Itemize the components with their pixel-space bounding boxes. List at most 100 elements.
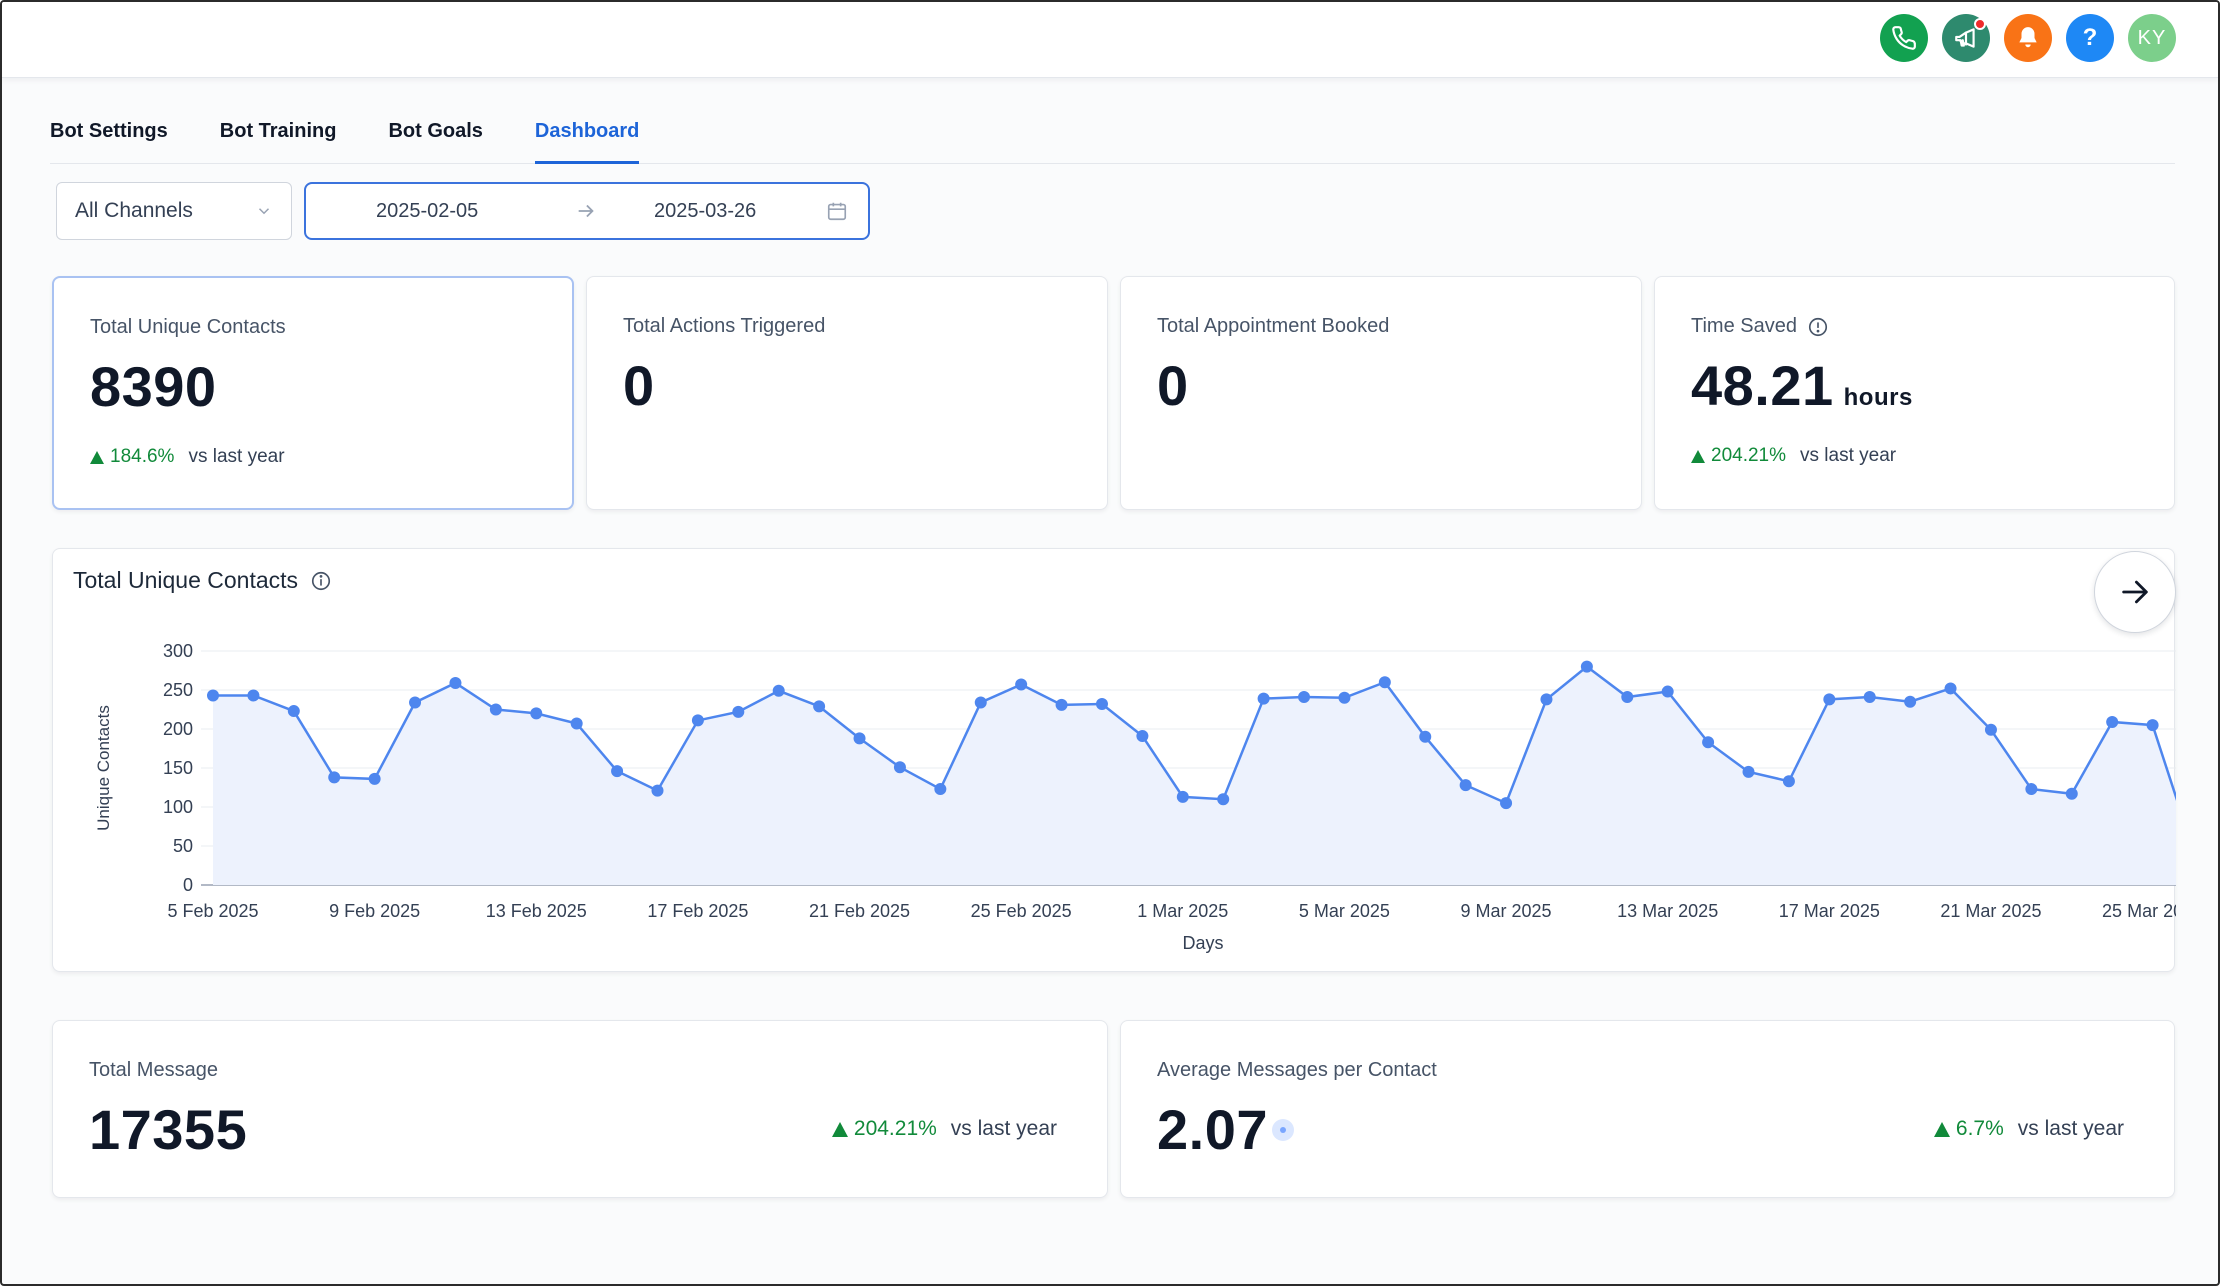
x-tick-label: 17 Mar 2025 [1779,901,1880,921]
stat-trend: 204.21% vs last year [1691,445,1896,467]
info-icon[interactable] [1807,316,1829,338]
data-point [1580,660,1593,673]
header-actions: ? KY [1880,14,2176,62]
phone-icon [1892,26,1916,50]
x-tick-label: 5 Feb 2025 [167,901,258,921]
data-point [1298,691,1311,704]
x-tick-label: 25 Mar 2025 [2102,901,2176,921]
stat-label: Total Unique Contacts [90,316,286,338]
data-point [570,717,583,730]
stat-card-total-message[interactable]: Total Message 17355 204.21% vs last year [52,1020,1108,1198]
info-icon[interactable] [310,570,332,592]
trend-suffix: vs last year [1800,445,1897,466]
data-point [853,732,866,745]
sparkle-icon[interactable] [1272,1119,1294,1142]
trend-up-value: 6.7% [1934,1117,2004,1141]
data-point [1863,691,1876,704]
stat-label: Total Message [89,1059,218,1081]
data-point [1944,682,1957,695]
data-point [247,689,260,702]
stat-label: Average Messages per Contact [1157,1059,1437,1081]
data-point [2065,787,2078,800]
data-point [1176,790,1189,803]
data-point [974,696,987,709]
stat-value: 0 [623,354,655,417]
unique-contacts-chart-card: 0 50 100 150 200 250 300 5 Feb 2025 9 Feb 2025 13… [52,548,2176,972]
stat-card-avg-messages[interactable]: Average Messages per Contact 2.07 6.7% v… [1120,1020,2175,1198]
bell-icon [2019,27,2037,48]
data-point [1984,723,1997,736]
y-tick-label: 100 [163,797,193,817]
data-point [2025,783,2038,796]
x-axis-label: Days [1182,933,1223,953]
data-point [1338,691,1351,704]
filter-bar: All Channels 2025-02-05 2025-03-26 [56,182,870,240]
channel-select[interactable]: All Channels [56,182,292,240]
megaphone-icon [1955,28,1975,48]
date-range-picker[interactable]: 2025-02-05 2025-03-26 [304,182,870,240]
announcements-button[interactable] [1942,14,1990,62]
tab-dashboard[interactable]: Dashboard [534,120,640,164]
trend-suffix: vs last year [2017,1117,2124,1140]
stat-label: Total Appointment Booked [1157,315,1390,337]
stat-card-time-saved[interactable]: Time Saved 48.21 hours 204.21% vs last ye… [1654,276,2175,510]
x-tick-label: 13 Feb 2025 [486,901,587,921]
data-point [207,689,219,702]
main-content: Bot Settings Bot Training Bot Goals Dash… [50,78,2176,1278]
x-tick-label: 13 Mar 2025 [1617,901,1718,921]
stat-card-actions-triggered[interactable]: Total Actions Triggered 0 [586,276,1108,510]
data-point [1823,693,1836,706]
y-tick-label: 250 [163,680,193,700]
data-point [1459,779,1472,792]
arrow-right-icon [2122,580,2148,604]
line-chart: 0 50 100 150 200 250 300 5 Feb 2025 9 Feb 2025 13… [94,641,2176,953]
y-tick-label: 0 [183,875,193,895]
data-point [651,784,664,797]
stat-label-row: Time Saved [1691,315,1829,338]
y-tick-label: 50 [173,836,193,856]
data-point [489,703,502,716]
x-tick-label: 21 Mar 2025 [1940,901,2041,921]
stat-unit: hours [1843,384,1913,411]
chevron-down-icon [258,208,270,215]
stat-label: Total Actions Triggered [623,315,826,337]
tab-bot-training[interactable]: Bot Training [219,120,337,142]
trend-suffix: vs last year [950,1117,1057,1140]
data-point [1419,730,1432,743]
x-tick-label: 5 Mar 2025 [1299,901,1390,921]
stat-trend: 6.7% vs last year [1934,1117,2124,1141]
stat-value-row: 2.07 [1157,1097,1294,1162]
data-point [1661,685,1674,698]
data-point [1257,692,1270,705]
data-point [893,761,906,774]
top-header: ? KY [2,2,2218,78]
help-button[interactable]: ? [2066,14,2114,62]
data-point [1500,797,1513,810]
notification-dot [1974,18,1986,30]
data-point [1095,698,1108,711]
stat-card-unique-contacts[interactable]: Total Unique Contacts 8390 184.6% vs las… [52,276,574,510]
stat-value: 17355 [89,1098,248,1161]
notifications-button[interactable] [2004,14,2052,62]
help-icon: ? [2082,24,2098,51]
tab-bot-goals[interactable]: Bot Goals [388,120,483,142]
phone-button[interactable] [1880,14,1928,62]
y-tick-label: 150 [163,758,193,778]
trend-suffix: vs last year [188,446,285,467]
calendar-icon[interactable] [826,200,848,222]
data-point [2146,719,2159,732]
stat-card-appointments-booked[interactable]: Total Appointment Booked 0 [1120,276,1642,510]
data-point [1217,793,1230,806]
y-tick-label: 300 [163,641,193,661]
chart-details-button[interactable] [2094,551,2176,633]
tab-bot-settings[interactable]: Bot Settings [50,120,168,142]
stat-trend: 184.6% vs last year [90,446,285,468]
start-date-input[interactable]: 2025-02-05 [376,199,479,222]
x-tick-label: 9 Feb 2025 [329,901,420,921]
stat-value: 2.07 [1157,1098,1268,1161]
x-tick-label: 25 Feb 2025 [971,901,1072,921]
data-point [530,707,543,720]
end-date-input[interactable]: 2025-03-26 [654,199,757,222]
x-tick-label: 9 Mar 2025 [1461,901,1552,921]
avatar[interactable]: KY [2128,14,2176,62]
